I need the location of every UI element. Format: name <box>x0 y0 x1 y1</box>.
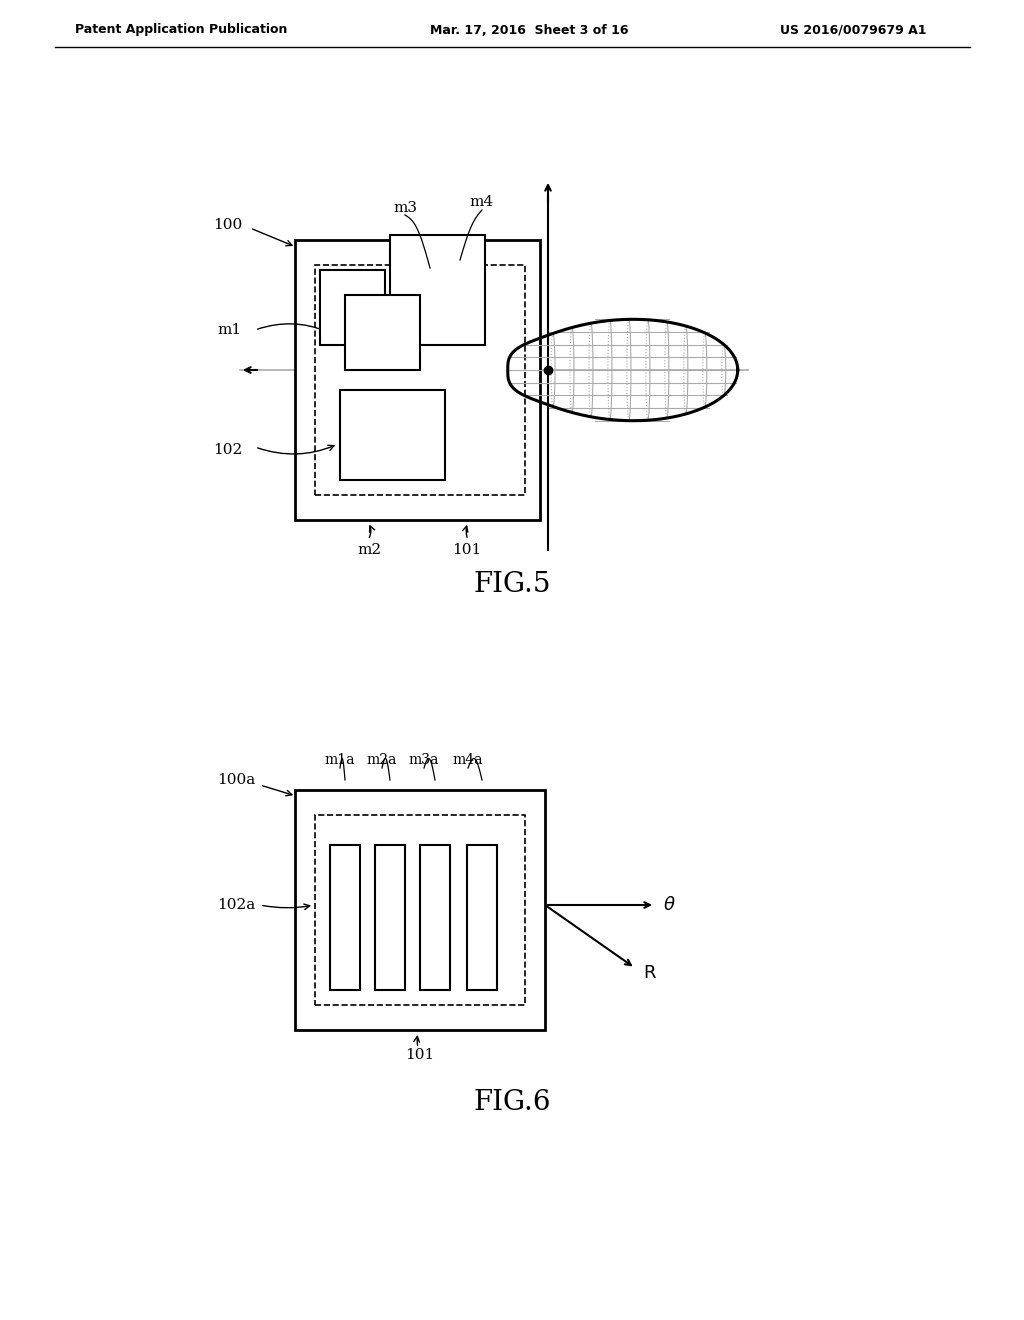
Text: m2a: m2a <box>367 752 397 767</box>
Bar <box>319 271 385 345</box>
Text: m3a: m3a <box>409 752 439 767</box>
Text: Patent Application Publication: Patent Application Publication <box>75 24 288 37</box>
Text: Mar. 17, 2016  Sheet 3 of 16: Mar. 17, 2016 Sheet 3 of 16 <box>430 24 629 37</box>
Text: 100a: 100a <box>217 774 255 787</box>
Bar <box>295 240 540 520</box>
Bar <box>390 235 485 345</box>
Text: FIG.5: FIG.5 <box>473 572 551 598</box>
Text: m3: m3 <box>393 201 417 215</box>
Bar <box>345 294 420 370</box>
Bar <box>467 845 497 990</box>
Bar <box>330 845 360 990</box>
Bar <box>295 789 545 1030</box>
Text: 102a: 102a <box>217 898 255 912</box>
Bar <box>340 389 445 480</box>
Text: 102: 102 <box>213 444 242 457</box>
Text: m4a: m4a <box>453 752 483 767</box>
Text: 101: 101 <box>453 543 481 557</box>
Text: 100: 100 <box>213 218 242 232</box>
Text: FIG.6: FIG.6 <box>473 1089 551 1115</box>
Bar <box>375 845 406 990</box>
Text: US 2016/0079679 A1: US 2016/0079679 A1 <box>780 24 927 37</box>
Text: m1a: m1a <box>325 752 355 767</box>
Text: R: R <box>643 964 655 982</box>
Text: $\theta$: $\theta$ <box>663 896 676 913</box>
Text: m4: m4 <box>470 195 494 209</box>
Bar <box>420 845 450 990</box>
Text: 101: 101 <box>406 1048 434 1063</box>
Bar <box>315 265 525 495</box>
Text: m1: m1 <box>218 323 242 337</box>
Bar <box>315 814 525 1005</box>
Text: m2: m2 <box>358 543 382 557</box>
